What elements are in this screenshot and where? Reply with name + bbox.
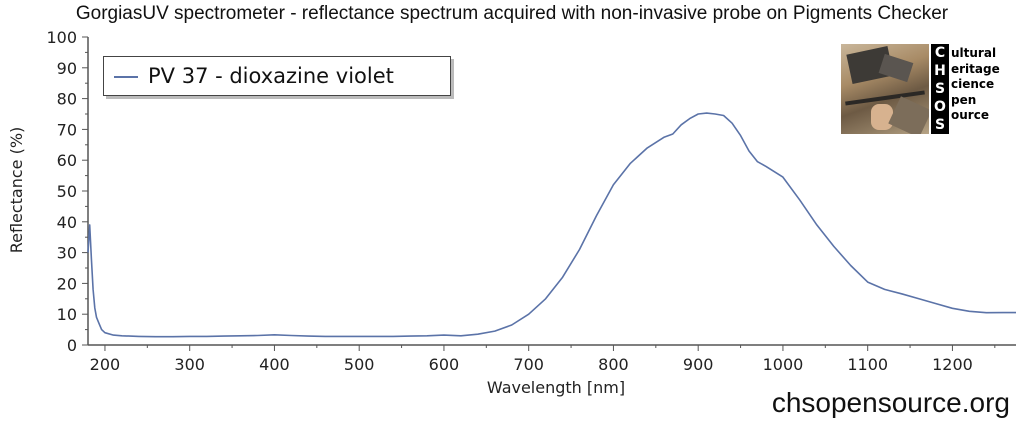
x-tick-label: 1100 <box>847 355 888 374</box>
chsos-logo: C H S O S ultural eritage cience pen our… <box>841 44 1011 134</box>
x-tick-label: 700 <box>513 355 544 374</box>
x-tick-label: 1200 <box>932 355 973 374</box>
y-tick-label: 50 <box>57 182 77 201</box>
tick-marks <box>82 36 996 351</box>
x-tick-label: 500 <box>344 355 375 374</box>
tick-labels: 0 10 20 30 40 50 60 70 80 90 100 200 300 400 500 600 700… <box>46 28 972 374</box>
series-line <box>87 112 1016 338</box>
spectrometer-photo <box>841 44 929 134</box>
y-tick-label: 90 <box>57 59 77 78</box>
x-tick-label: 200 <box>90 355 121 374</box>
logo-word: cience <box>951 77 995 92</box>
y-tick-label: 60 <box>57 151 77 170</box>
x-tick-label: 1000 <box>763 355 804 374</box>
y-tick-label: 100 <box>46 28 77 47</box>
y-tick-label: 0 <box>67 336 77 355</box>
logo-word: ource <box>951 108 989 123</box>
y-tick-label: 10 <box>57 305 77 324</box>
y-tick-label: 30 <box>57 244 77 263</box>
x-tick-label: 400 <box>259 355 290 374</box>
x-tick-label: 600 <box>429 355 460 374</box>
logo-letter: O <box>931 98 949 116</box>
logo-letter: H <box>931 62 949 80</box>
legend: PV 37 - dioxazine violet <box>103 56 451 96</box>
website-watermark: chsopensource.org <box>771 387 1010 418</box>
y-axis-title: Reflectance (%) <box>7 127 26 254</box>
x-tick-label: 900 <box>683 355 714 374</box>
legend-label: PV 37 - dioxazine violet <box>148 64 394 88</box>
logo-letter: S <box>931 80 949 98</box>
logo-letter: C <box>931 44 949 62</box>
series-lines <box>87 112 1016 338</box>
legend-swatch <box>114 76 138 78</box>
logo-letter-column: C H S O S <box>931 44 949 134</box>
logo-word: pen <box>951 92 977 107</box>
logo-letter: S <box>931 116 949 134</box>
x-axis-title: Wavelength [nm] <box>487 378 625 397</box>
y-tick-label: 40 <box>57 213 77 232</box>
logo-word-column: ultural eritage cience pen ource <box>951 44 1000 134</box>
logo-word: eritage <box>951 61 1000 76</box>
chart-title: GorgiasUV spectrometer - reflectance spe… <box>75 3 949 24</box>
y-tick-label: 70 <box>57 120 77 139</box>
y-tick-label: 80 <box>57 90 77 109</box>
x-tick-label: 300 <box>174 355 205 374</box>
logo-word: ultural <box>951 46 997 60</box>
x-tick-label: 800 <box>598 355 629 374</box>
y-tick-label: 20 <box>57 274 77 293</box>
